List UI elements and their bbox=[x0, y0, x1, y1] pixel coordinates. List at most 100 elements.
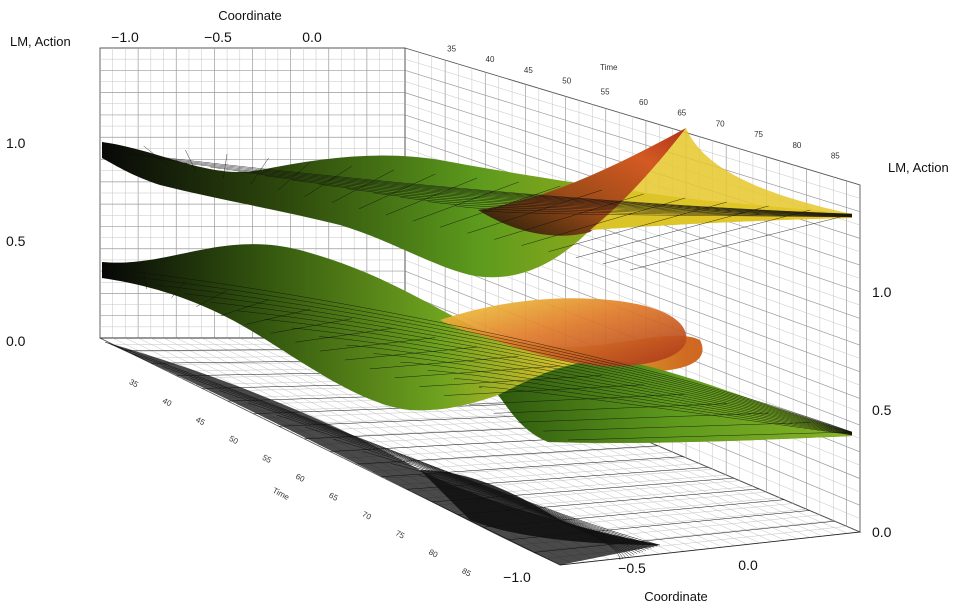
bottom-x-tick: −1.0 bbox=[503, 569, 531, 585]
surface-action-mesh-line bbox=[264, 175, 853, 216]
surface-action-mesh-line bbox=[481, 209, 853, 218]
left-z-ticks: 0.0 0.5 1.0 bbox=[6, 135, 26, 349]
surface-action-mesh-line bbox=[346, 188, 853, 217]
surface-action-mesh-line bbox=[454, 205, 853, 218]
back-time-tick: 55 bbox=[601, 87, 610, 96]
floor-grid-line bbox=[357, 446, 660, 466]
left-z-tick: 0.0 bbox=[6, 333, 26, 349]
floor-mesh-line bbox=[419, 475, 629, 557]
floor-mesh-line bbox=[432, 477, 734, 503]
surface-lm-mesh-line bbox=[478, 386, 853, 436]
left-z-tick: 1.0 bbox=[6, 135, 26, 151]
surface-lm-mesh-line bbox=[196, 290, 228, 307]
floor-grid-line bbox=[370, 451, 673, 472]
floor-mesh-line bbox=[104, 341, 661, 546]
surface-lm-mesh-line bbox=[320, 337, 436, 352]
floor-mesh-line bbox=[559, 531, 861, 566]
back-time-ticks: 35 40 45 50 55 60 65 70 75 80 85 bbox=[447, 44, 840, 160]
surface-lm-mesh-line bbox=[454, 378, 853, 436]
surface-lm-mesh-line bbox=[543, 422, 811, 432]
surface-lm-mesh-line bbox=[468, 393, 686, 405]
surface-action-mesh-line bbox=[440, 185, 561, 228]
surface-action-mesh-line bbox=[467, 189, 603, 234]
surface-action-mesh-line bbox=[331, 169, 394, 203]
back-time-tick: 70 bbox=[716, 119, 725, 128]
back-time-tick: 80 bbox=[792, 141, 801, 150]
top-x-tick: −0.5 bbox=[204, 29, 232, 45]
surface-lm-mesh-line bbox=[518, 412, 769, 423]
back-time-axis-title: Time bbox=[600, 63, 618, 72]
back-grid-line bbox=[404, 69, 861, 213]
surface-action-body bbox=[102, 142, 852, 278]
left-time-tick: 55 bbox=[261, 453, 274, 465]
surface-lm-hump bbox=[440, 298, 687, 367]
surface-action-mesh-line bbox=[291, 179, 853, 216]
right-z-axis-title: LM, Action bbox=[888, 160, 949, 175]
surface-action-mesh-line bbox=[602, 209, 811, 265]
surface-lm-mesh-line bbox=[221, 299, 269, 316]
left-time-tick: 60 bbox=[294, 472, 307, 484]
floor-mesh-line bbox=[476, 499, 624, 559]
floor-mesh-line bbox=[304, 426, 641, 553]
floor-mesh-line bbox=[133, 353, 658, 547]
surface-lm-mesh-line bbox=[129, 276, 853, 433]
floor-mesh-line bbox=[534, 520, 835, 553]
floor-mesh-line bbox=[162, 366, 655, 548]
surface-action-mesh-line bbox=[575, 205, 769, 258]
surface-lm-mesh-line bbox=[493, 403, 728, 414]
surface-lm-mesh-line bbox=[400, 362, 853, 435]
left-time-tick: 70 bbox=[361, 510, 374, 522]
top-x-tick: 0.0 bbox=[302, 29, 322, 45]
surface-action-mesh-line bbox=[250, 157, 269, 185]
surface-action-mesh-line bbox=[373, 192, 853, 217]
surface-lm-mesh-line bbox=[319, 336, 853, 434]
surface-action-mesh-line bbox=[385, 177, 478, 216]
surface-lm-mesh-line bbox=[373, 353, 853, 435]
left-z-axis-title: LM, Action bbox=[10, 34, 71, 49]
left-z-tick: 0.5 bbox=[6, 233, 26, 249]
floor-mesh-line bbox=[355, 445, 658, 465]
surface-action-mesh-line bbox=[101, 149, 853, 215]
left-time-tick: 85 bbox=[460, 566, 473, 578]
right-z-tick: 0.0 bbox=[872, 524, 892, 540]
top-x-ticks: −1.0 −0.5 0.0 bbox=[111, 29, 322, 45]
left-time-tick: 35 bbox=[128, 377, 141, 389]
floor-mesh-line bbox=[390, 463, 632, 556]
surface-action-mesh-line bbox=[143, 145, 170, 167]
floor-mesh-line bbox=[508, 510, 810, 541]
floor-mesh-line bbox=[219, 390, 649, 550]
left-time-ticks: 35 40 45 50 55 60 65 70 75 80 85 bbox=[128, 377, 473, 578]
floor-mesh-line bbox=[406, 467, 709, 490]
axis-labels: Coordinate −1.0 −0.5 0.0 LM, Action 0.0 … bbox=[6, 8, 949, 604]
back-time-tick: 50 bbox=[562, 77, 571, 86]
back-grid-line bbox=[404, 58, 861, 199]
bottom-x-axis-title: Coordinate bbox=[644, 589, 708, 604]
surface-action-mesh-line bbox=[400, 196, 853, 217]
surface-lm-mesh-line bbox=[183, 293, 853, 433]
surface-action-mesh-line bbox=[413, 181, 519, 222]
surface-action bbox=[101, 128, 853, 278]
floor-mesh-line bbox=[381, 456, 684, 477]
surface-action-mesh-line bbox=[277, 161, 311, 191]
surface-lm-mesh-line bbox=[270, 318, 353, 334]
surface-action-mesh-line bbox=[210, 166, 853, 216]
surface-action-mesh-line bbox=[156, 158, 853, 215]
back-time-tick: 60 bbox=[639, 98, 648, 107]
top-x-axis-title: Coordinate bbox=[218, 8, 282, 23]
surface-action-mesh-line bbox=[319, 184, 853, 216]
surface-lm-mesh-line bbox=[156, 284, 853, 433]
back-time-tick: 35 bbox=[447, 44, 456, 53]
left-time-tick: 65 bbox=[327, 491, 340, 503]
surface-lm-mesh-line bbox=[394, 365, 561, 379]
floor-mesh-line bbox=[333, 438, 638, 554]
bottom-x-ticks: −1.0 −0.5 0.0 bbox=[503, 557, 758, 585]
surface-lm-mesh-line bbox=[295, 327, 394, 343]
top-x-tick: −1.0 bbox=[111, 29, 139, 45]
floor-mesh-line bbox=[457, 488, 759, 515]
surface-lm-mesh-line bbox=[101, 261, 123, 281]
surface-lm-mesh-line bbox=[101, 267, 853, 433]
back-time-tick: 85 bbox=[831, 152, 840, 161]
back-time-tick: 65 bbox=[677, 109, 686, 118]
surface-action-mesh-line bbox=[223, 153, 228, 179]
back-time-tick: 40 bbox=[486, 55, 495, 64]
